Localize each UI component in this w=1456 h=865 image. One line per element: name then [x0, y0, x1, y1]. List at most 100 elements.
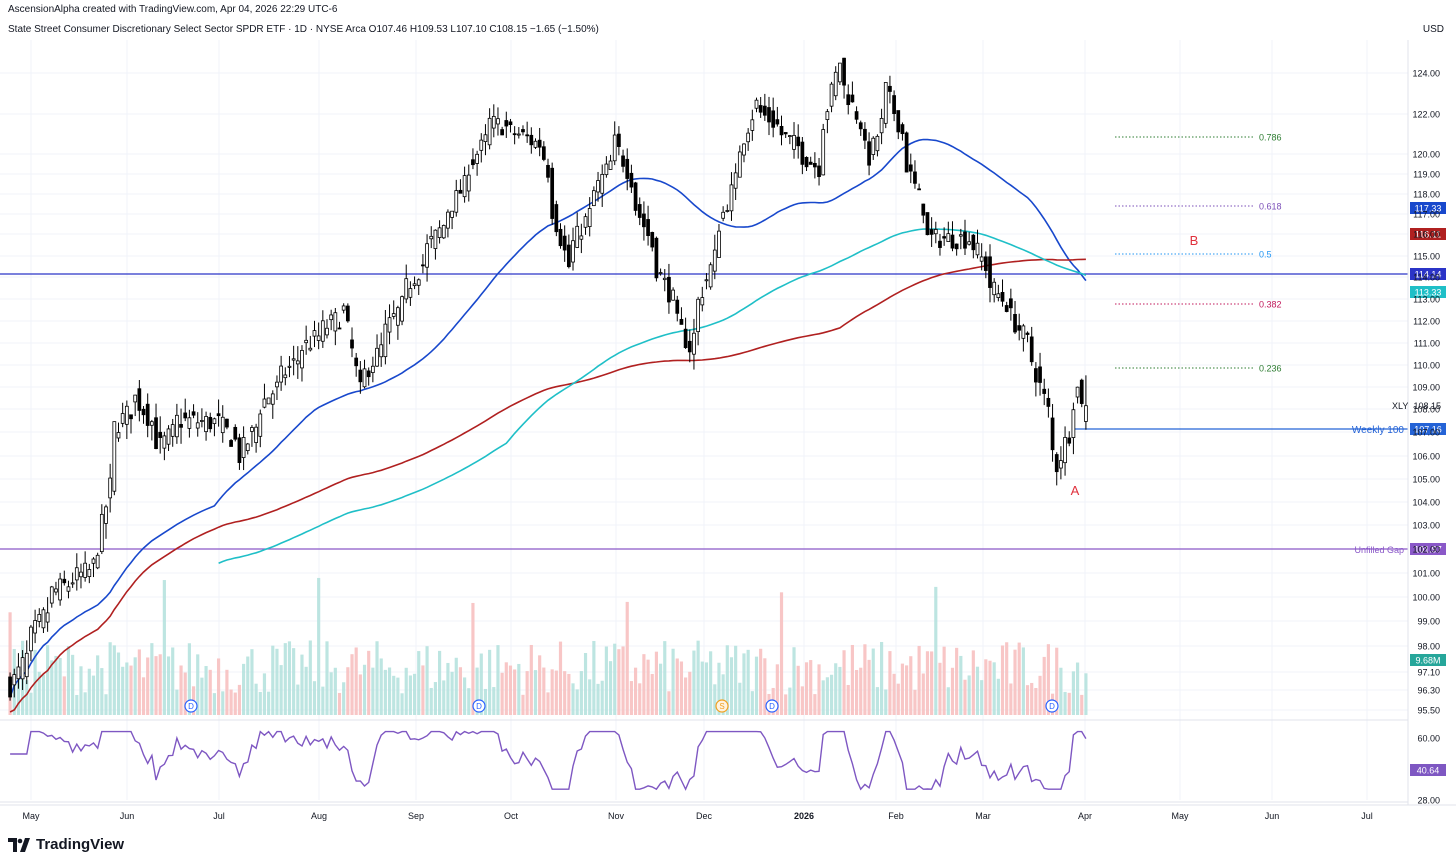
- candle-body: [266, 397, 271, 405]
- fib-level-label: 0.618: [1259, 202, 1282, 212]
- candle-body: [992, 281, 997, 296]
- volume-bar: [521, 694, 525, 715]
- price-tick-label: 104.00: [1412, 498, 1440, 508]
- volume-bar: [1017, 642, 1021, 715]
- candle-body: [608, 160, 613, 170]
- volume-bar: [1046, 644, 1050, 715]
- volume-bar: [513, 669, 517, 715]
- candle-body: [900, 124, 905, 135]
- volume-bar: [525, 671, 529, 715]
- price-tick-label: 111.00: [1414, 339, 1440, 349]
- event-marker-icon[interactable]: [1045, 699, 1059, 713]
- volume-bar: [125, 662, 129, 715]
- level-label: Unfilled Gap: [1354, 545, 1404, 555]
- candle-body: [187, 417, 192, 429]
- candle-body: [116, 432, 121, 439]
- time-axis[interactable]: May Jun Jul Aug Sep Oct Nov Dec 2026 Feb Mar Apr May…: [0, 804, 1456, 821]
- volume-bar: [988, 660, 992, 715]
- candle-body: [212, 418, 217, 425]
- candle-body: [721, 211, 725, 219]
- volume-bar: [371, 667, 375, 715]
- candle-body: [662, 277, 667, 281]
- volume-bar: [25, 680, 29, 715]
- candle-body: [279, 365, 283, 383]
- volume-bar: [262, 673, 267, 715]
- event-marker-icon[interactable]: [184, 699, 198, 713]
- symbol-info[interactable]: State Street Consumer Discretionary Sele…: [8, 24, 599, 35]
- ma-price-text: 117.33: [1415, 204, 1442, 214]
- rsi-tick: 60.00: [1417, 734, 1440, 744]
- candle-body: [475, 153, 479, 164]
- candle-body: [1063, 437, 1067, 464]
- candle-body: [462, 175, 467, 198]
- candle-body: [558, 228, 563, 247]
- candle-body: [554, 204, 559, 233]
- price-tick-label: 124.00: [1412, 69, 1440, 79]
- volume-bar: [546, 692, 550, 715]
- volume-bar: [533, 670, 538, 715]
- rsi-tick: 28.00: [1417, 796, 1440, 806]
- price-tick-label: 113.00: [1413, 295, 1440, 305]
- volume-bar: [483, 688, 488, 715]
- volume-bar: [884, 689, 888, 715]
- tradingview-logo[interactable]: TradingView: [8, 836, 124, 853]
- price-tick-label: 97.10: [1417, 668, 1440, 678]
- volume-bar: [867, 659, 871, 715]
- candle-body: [1004, 305, 1009, 312]
- volume-bar: [779, 592, 784, 715]
- volume-bar: [854, 670, 859, 715]
- volume-bar: [100, 668, 104, 715]
- candle-body: [516, 133, 521, 136]
- candle-body: [195, 422, 200, 429]
- volume-bar: [684, 677, 688, 715]
- event-marker-icon[interactable]: [715, 699, 729, 713]
- volume-bar: [925, 651, 930, 715]
- volume-bar: [287, 641, 292, 715]
- volume-bar: [267, 691, 271, 715]
- price-axis[interactable]: 124.00 122.00 120.00 119.00 118.00 117.00 116.…: [1392, 40, 1446, 805]
- candle-body: [942, 236, 946, 239]
- candle-body: [1079, 379, 1084, 404]
- candle-body: [771, 110, 776, 128]
- event-marker-icon[interactable]: [472, 699, 486, 713]
- price-tick-label: 116.00: [1413, 230, 1440, 240]
- candle-body: [537, 139, 542, 148]
- volume-bar: [955, 647, 959, 715]
- candle-body: [283, 374, 288, 379]
- candle-body: [316, 335, 321, 341]
- candle-body: [137, 388, 142, 411]
- candle-body: [345, 305, 350, 322]
- volume-bar: [404, 667, 408, 715]
- volume-bar: [504, 662, 508, 715]
- volume-bar: [633, 667, 638, 715]
- volume-bar: [246, 656, 250, 715]
- time-axis-label: Aug: [311, 811, 327, 821]
- candle-body: [842, 57, 846, 86]
- candle-body: [838, 62, 842, 83]
- candle-body: [95, 554, 100, 569]
- ma-price-text: 116.11: [1415, 230, 1441, 240]
- candle-body: [275, 381, 279, 388]
- volume-value-text: 9.68M: [1415, 656, 1440, 666]
- volume-bar: [725, 645, 729, 715]
- candle-body: [129, 414, 133, 420]
- candle-body: [617, 133, 621, 147]
- candle-body: [1034, 368, 1038, 383]
- volume-bar: [429, 687, 433, 715]
- ma-price-tag: [1410, 202, 1446, 214]
- volume-bar: [283, 643, 287, 715]
- candle-body: [79, 571, 83, 578]
- fib-retracement[interactable]: 0.786 0.618 0.5 0.382 0.236 A B: [1071, 133, 1282, 499]
- volume-bar: [437, 650, 442, 715]
- volume-bar: [638, 683, 642, 715]
- candle-body: [625, 158, 630, 179]
- time-axis-label: Jul: [213, 811, 225, 821]
- event-marker-icon[interactable]: [765, 699, 779, 713]
- candle-body: [929, 229, 934, 235]
- volume-bar: [133, 657, 137, 715]
- volume-bar: [579, 671, 583, 715]
- candle-body: [546, 164, 550, 178]
